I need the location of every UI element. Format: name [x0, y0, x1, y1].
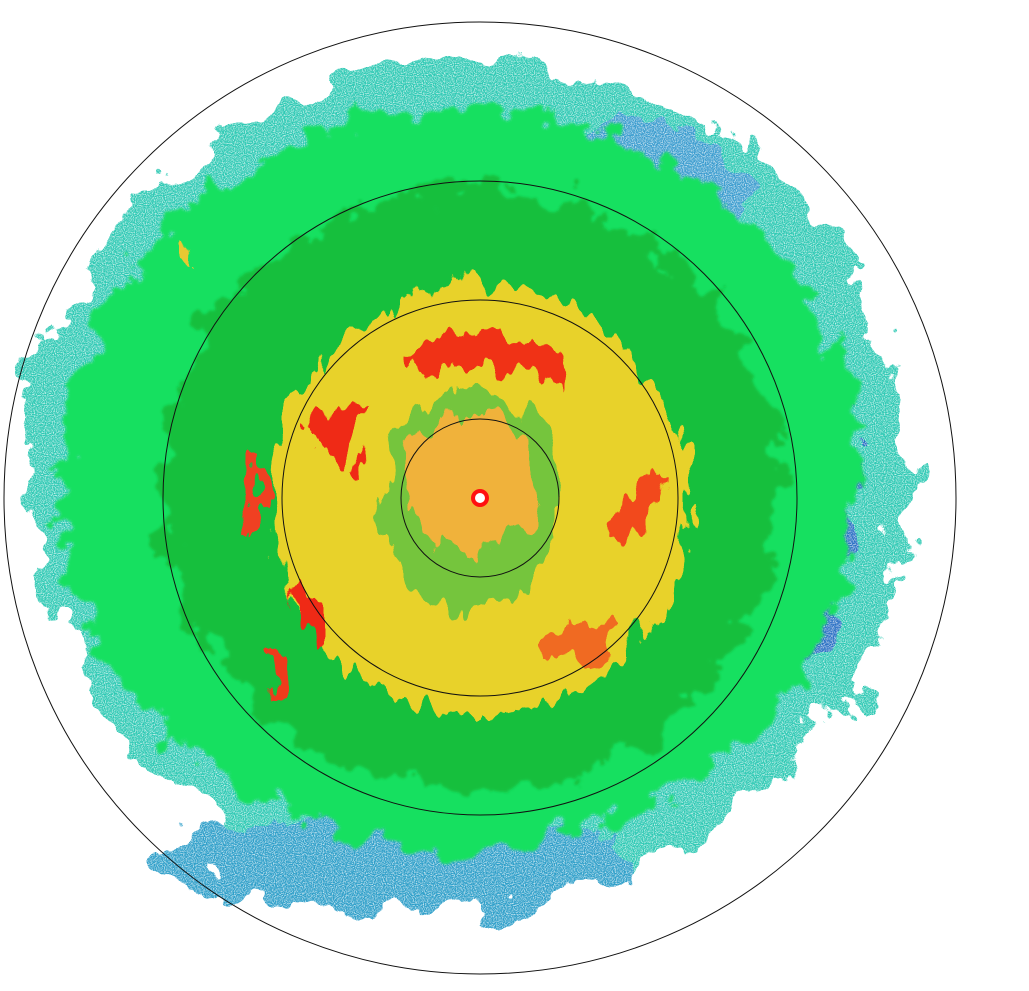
echo-heavy-bands [175, 230, 665, 702]
range-rings [3, 21, 957, 975]
range-ring [162, 180, 798, 816]
range-ring [400, 418, 560, 578]
radar-site-core [475, 493, 485, 503]
range-boundary [3, 21, 957, 975]
range-ring [281, 299, 679, 697]
